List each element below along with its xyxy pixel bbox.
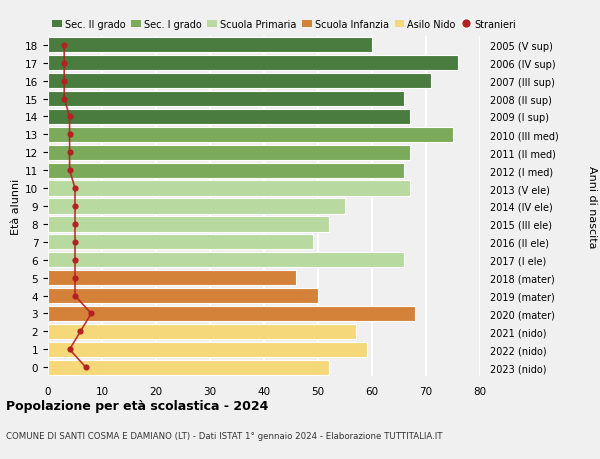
Point <box>65 346 74 353</box>
Point <box>70 292 80 300</box>
Bar <box>48 235 313 250</box>
Bar <box>48 74 431 89</box>
Point <box>59 95 69 103</box>
Point <box>81 364 91 371</box>
Point <box>70 203 80 210</box>
Y-axis label: Età alunni: Età alunni <box>11 179 21 235</box>
Bar <box>48 270 296 285</box>
Bar <box>48 217 329 232</box>
Point <box>86 310 96 318</box>
Bar <box>48 128 453 143</box>
Point <box>70 239 80 246</box>
Bar <box>48 38 372 53</box>
Bar <box>48 110 410 125</box>
Text: Popolazione per età scolastica - 2024: Popolazione per età scolastica - 2024 <box>6 399 268 412</box>
Bar <box>48 92 404 107</box>
Bar <box>48 56 458 71</box>
Point <box>70 257 80 264</box>
Point <box>76 328 85 336</box>
Bar <box>48 199 345 214</box>
Text: Anni di nascita: Anni di nascita <box>587 165 597 248</box>
Bar <box>48 146 410 161</box>
Point <box>59 60 69 67</box>
Bar <box>48 324 356 339</box>
Point <box>59 42 69 49</box>
Point <box>70 185 80 192</box>
Point <box>70 274 80 282</box>
Bar <box>48 252 404 268</box>
Point <box>65 167 74 174</box>
Point <box>59 78 69 85</box>
Bar <box>48 306 415 321</box>
Bar <box>48 181 410 196</box>
Point <box>70 221 80 228</box>
Legend: Sec. II grado, Sec. I grado, Scuola Primaria, Scuola Infanzia, Asilo Nido, Stran: Sec. II grado, Sec. I grado, Scuola Prim… <box>48 16 520 34</box>
Point <box>65 113 74 121</box>
Bar <box>48 288 318 303</box>
Point <box>65 131 74 139</box>
Point <box>65 149 74 157</box>
Text: COMUNE DI SANTI COSMA E DAMIANO (LT) - Dati ISTAT 1° gennaio 2024 - Elaborazione: COMUNE DI SANTI COSMA E DAMIANO (LT) - D… <box>6 431 443 441</box>
Bar <box>48 342 367 357</box>
Bar <box>48 163 404 179</box>
Bar <box>48 360 329 375</box>
